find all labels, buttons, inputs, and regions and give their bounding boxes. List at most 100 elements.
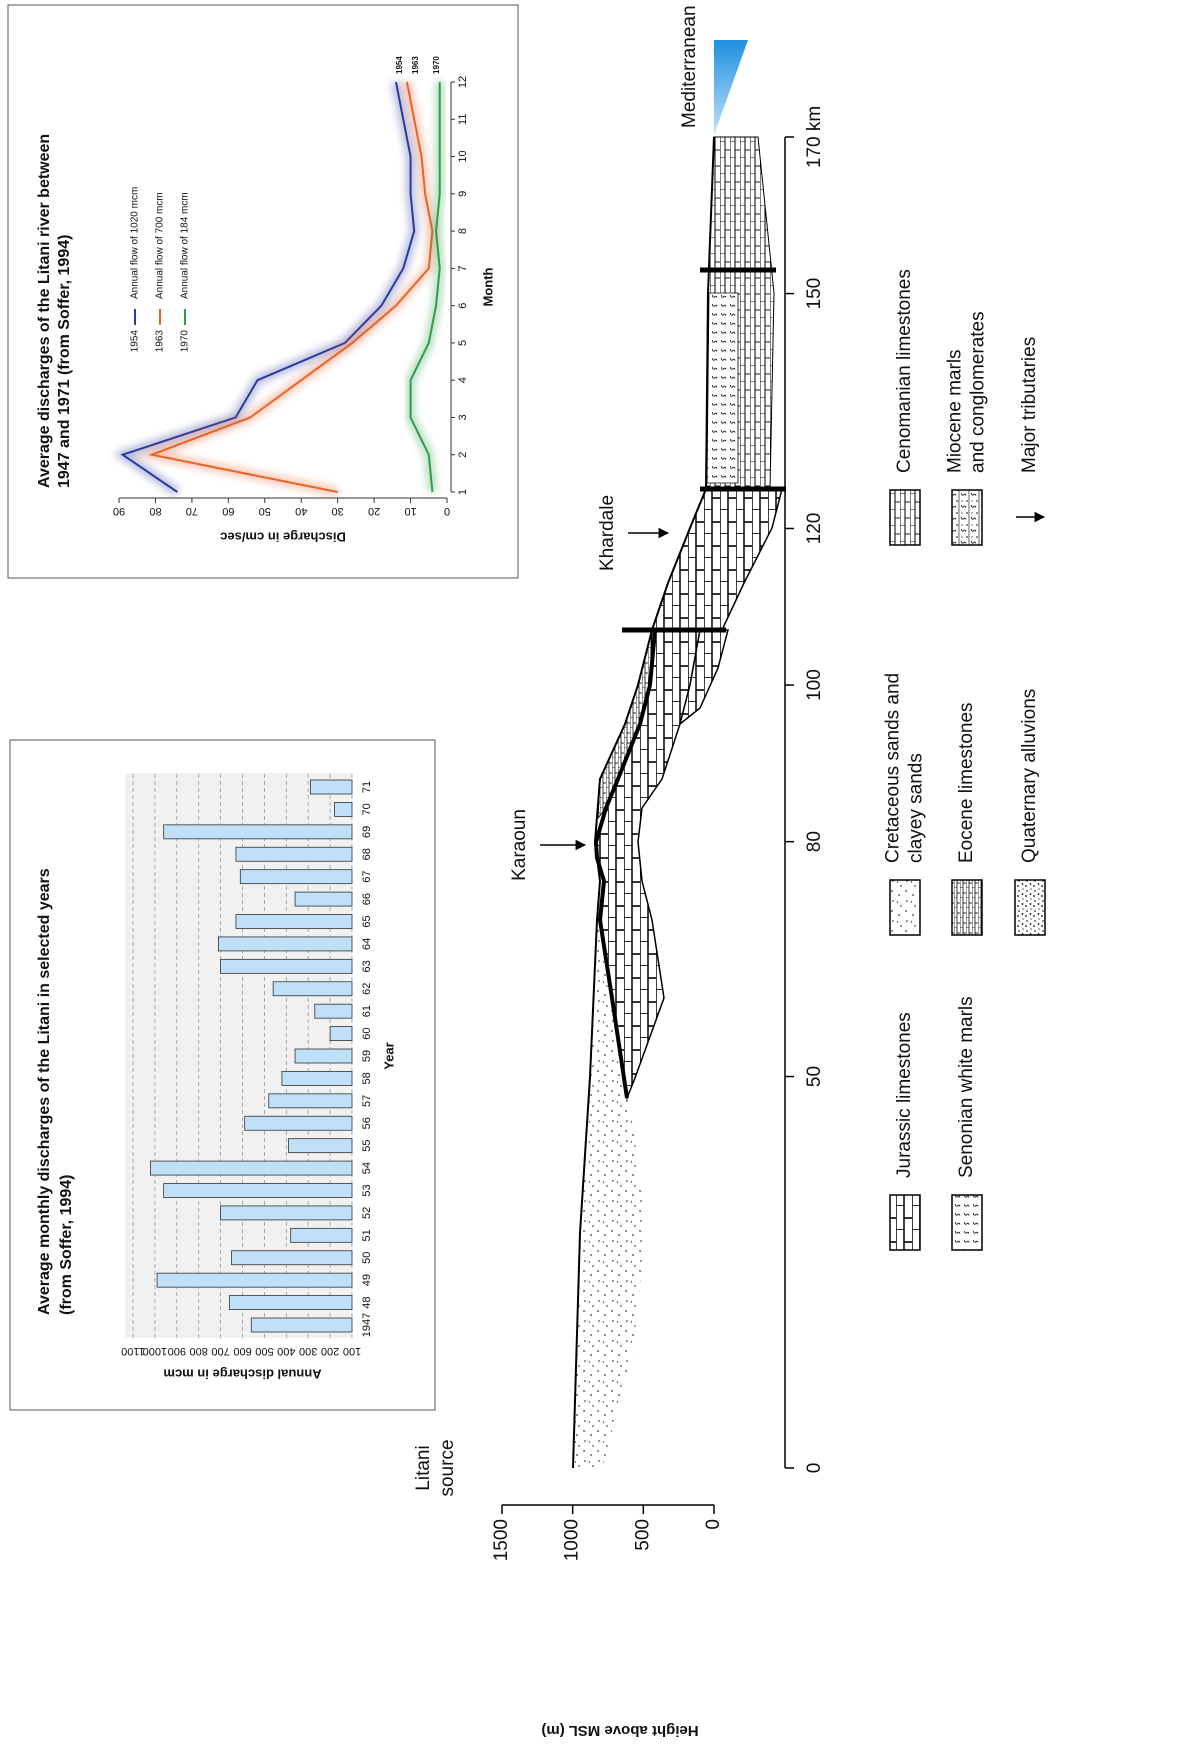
legend-label: Major tributaries [1019, 337, 1040, 473]
x-tick-label: 50 [804, 1066, 825, 1087]
x-axis-label: Year [381, 1042, 396, 1069]
legend-annotation: Annual flow of 700 mcm [155, 192, 166, 299]
line [120, 81, 416, 493]
x-tick-label: 55 [361, 1140, 373, 1152]
x-tick-label: 67 [361, 871, 373, 883]
sea [714, 40, 748, 135]
x-tick-label: 65 [361, 915, 373, 927]
y-tick-label: 0 [444, 505, 450, 517]
x-tick-label: 0 [804, 1463, 825, 1474]
x-tick-label: 59 [361, 1050, 373, 1062]
x-tick-label: 66 [361, 893, 373, 905]
legend-swatch [951, 489, 983, 546]
legend-label: clayey sands [906, 753, 927, 863]
legend-swatch [889, 489, 921, 546]
legend-swatch [1014, 879, 1046, 936]
alluvium [573, 881, 646, 1468]
legend-label: Cretaceous sands and [883, 673, 904, 863]
place-label: Khardale [597, 495, 618, 571]
bar [290, 1227, 353, 1243]
y-tick-label: 500 [255, 1345, 273, 1357]
y-tick-label: 900 [168, 1345, 186, 1357]
bar [294, 891, 353, 907]
y-tick-label: 50 [259, 505, 271, 517]
chart-frame [7, 4, 519, 579]
bar [268, 1093, 353, 1109]
x-tick-label: 120 [804, 513, 825, 545]
end-label: 1954 [395, 56, 404, 74]
x-tick-label: 56 [361, 1117, 373, 1129]
x-tick-label: 52 [361, 1207, 373, 1219]
rotated-figure: Average monthly discharges of the Litani… [7, 4, 1046, 1739]
y-tick-label: 10 [404, 505, 416, 517]
bar [156, 1272, 353, 1288]
chart-title: 1947 and 1971 (from Soffer, 1994) [56, 235, 73, 488]
bar [163, 1183, 353, 1198]
legend-label: 1970 [180, 330, 191, 353]
bar [163, 824, 353, 840]
bar [314, 1003, 353, 1019]
x-tick-label: 62 [361, 983, 373, 995]
x-tick-label: 71 [361, 781, 373, 793]
x-tick-label: 70 [361, 803, 373, 815]
y-tick-label: 700 [211, 1345, 229, 1357]
y-tick-label: 90 [113, 505, 125, 517]
x-tick-label: 5 [457, 340, 469, 346]
chart-title: Average monthly discharges of the Litani… [36, 868, 53, 1315]
bar [235, 914, 353, 929]
y-tick-label: 600 [233, 1345, 251, 1357]
x-tick-label: 63 [361, 960, 373, 972]
bar [220, 958, 353, 974]
chart-title: Average discharges of the Litani river b… [36, 134, 53, 488]
y-tick-label: 20 [368, 505, 380, 517]
legend-swatch [951, 1194, 983, 1251]
legend-label: Eocene limestones [956, 702, 977, 863]
bar [231, 1250, 353, 1266]
source-label: source [437, 1439, 458, 1496]
y-tick-label: 400 [277, 1345, 295, 1357]
legend-label: Miocene marls [945, 349, 966, 473]
x-tick-label: 8 [457, 228, 469, 234]
x-tick-label: 7 [457, 265, 469, 271]
y-tick-label: 1100 [121, 1345, 145, 1357]
x-tick-label: 9 [457, 191, 469, 197]
y-tick-label: 40 [295, 505, 307, 517]
x-tick-label: 12 [457, 76, 469, 88]
bar [288, 1138, 353, 1154]
x-tick-label: 51 [361, 1229, 373, 1241]
legend-annotation: Annual flow of 184 mcm [180, 192, 191, 299]
bar [281, 1071, 353, 1086]
bar [239, 869, 353, 885]
legend-label: 1963 [155, 330, 166, 353]
bar [218, 936, 353, 952]
legend-label: Cenomanian limestones [894, 269, 915, 473]
y-tick-label: 300 [299, 1345, 317, 1357]
lower-limestone [678, 629, 729, 726]
x-tick-label: 50 [361, 1252, 373, 1264]
x-tick-label: 3 [457, 414, 469, 420]
bar [329, 1026, 353, 1041]
y-tick-label: 0 [703, 1519, 724, 1530]
chart-title: (from Soffer, 1994) [58, 1175, 75, 1315]
y-tick-label: 70 [186, 505, 198, 517]
cross-section-drawing [540, 40, 786, 1469]
x-tick-label: 170 km [804, 106, 825, 168]
y-tick-label: 500 [632, 1519, 653, 1551]
source-label: Litani [413, 1445, 434, 1490]
x-tick-label: 80 [804, 831, 825, 852]
bar [150, 1160, 353, 1176]
place-label: Mediterranean [679, 5, 700, 128]
x-tick-label: 48 [361, 1296, 373, 1308]
legend-label: Senonian white marls [956, 996, 977, 1178]
x-tick-label: 1947 [361, 1313, 373, 1337]
y-tick-label: 1500 [491, 1519, 512, 1561]
bar [250, 1317, 353, 1333]
x-tick-label: 1 [457, 489, 469, 495]
y-tick-label: 30 [332, 505, 344, 517]
legend-swatch [889, 1194, 921, 1251]
x-axis-label: Month [480, 267, 495, 306]
y-tick-label: 200 [321, 1345, 339, 1357]
x-tick-label: 4 [457, 377, 469, 383]
bar [220, 1205, 353, 1221]
